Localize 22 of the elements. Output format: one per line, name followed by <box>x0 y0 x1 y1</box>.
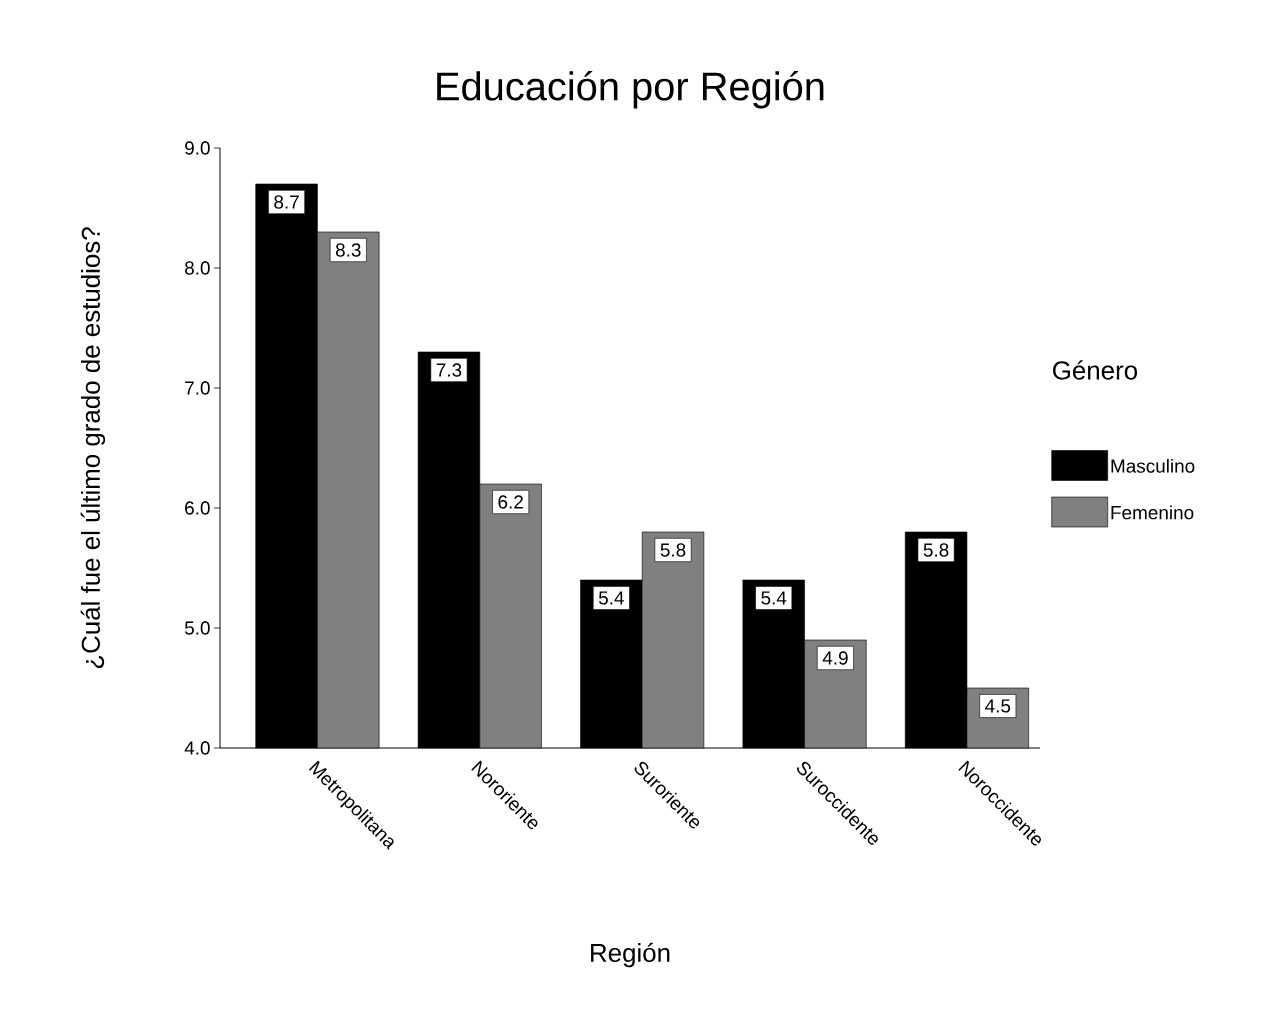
legend-label: Femenino <box>1111 505 1194 520</box>
data-label: 4.9 <box>822 651 848 665</box>
data-label: 5.8 <box>660 543 686 557</box>
data-label: 8.7 <box>274 195 299 209</box>
data-label: 5.8 <box>923 543 949 557</box>
chart-title: Educación por Región <box>437 70 824 109</box>
y-tick-label: 8.0 <box>185 261 210 275</box>
data-label: 7.3 <box>436 363 462 377</box>
y-axis-title: ¿Cuál fue el último grado de estudios? <box>80 227 106 669</box>
y-tick-label: 9.0 <box>185 141 210 155</box>
y-tick-label: 5.0 <box>184 621 210 635</box>
data-label: 4.5 <box>985 699 1011 713</box>
x-axis-title: Región <box>591 942 670 968</box>
legend-title: Género <box>1053 360 1138 380</box>
y-tick-label: 7.0 <box>185 381 210 395</box>
legend-label: Masculino <box>1111 458 1195 473</box>
y-tick-label: 4.0 <box>184 741 210 755</box>
data-label: 5.4 <box>761 591 787 605</box>
data-label: 6.2 <box>498 495 523 509</box>
data-label: 8.3 <box>335 243 361 257</box>
data-label: 5.4 <box>598 591 624 605</box>
y-tick-label: 6.0 <box>185 501 210 515</box>
